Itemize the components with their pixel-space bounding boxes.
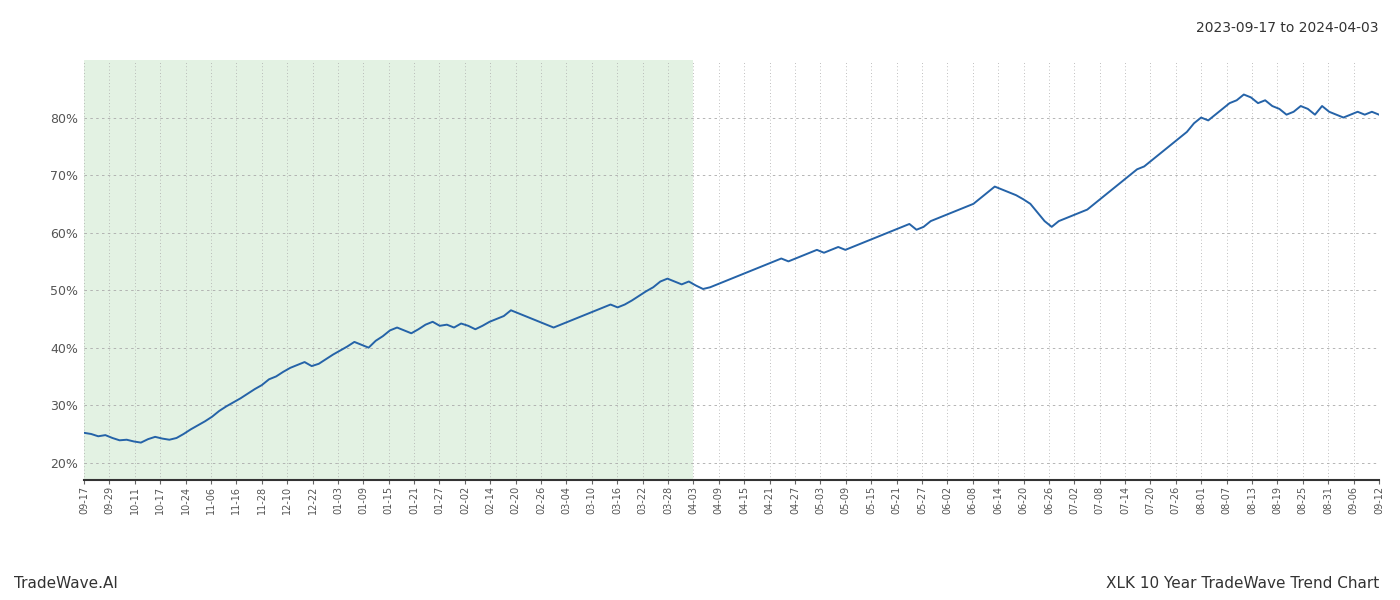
Bar [84,60,693,480]
Text: 2023-09-17 to 2024-04-03: 2023-09-17 to 2024-04-03 [1197,21,1379,35]
Text: XLK 10 Year TradeWave Trend Chart: XLK 10 Year TradeWave Trend Chart [1106,576,1379,591]
Text: TradeWave.AI: TradeWave.AI [14,576,118,591]
